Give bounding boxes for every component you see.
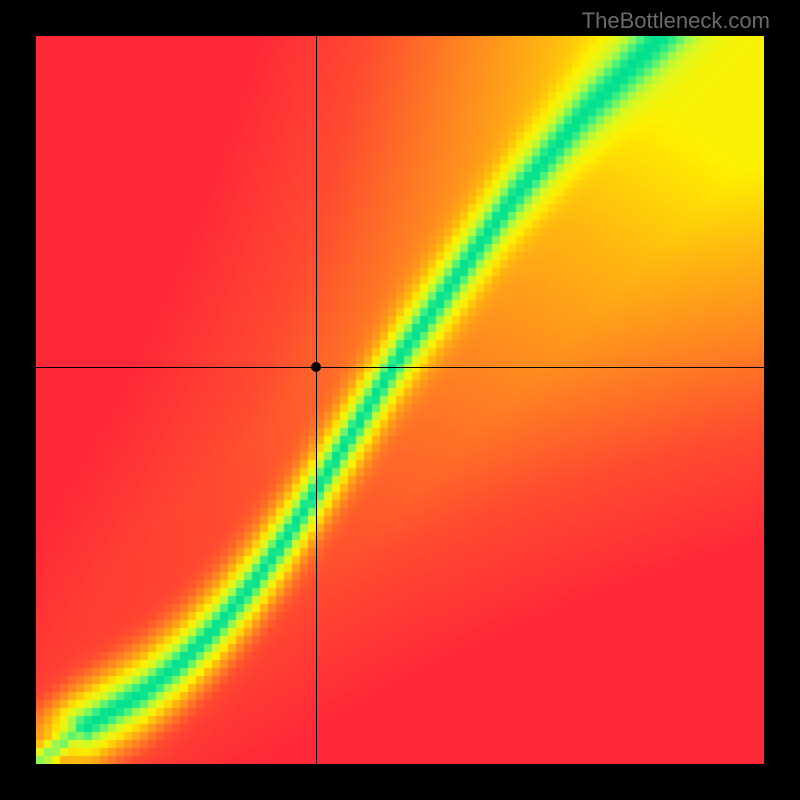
crosshair-horizontal — [36, 367, 764, 368]
bottleneck-heatmap — [36, 36, 764, 764]
marker-dot — [311, 362, 321, 372]
heatmap-canvas — [36, 36, 764, 764]
crosshair-vertical — [316, 36, 317, 764]
watermark-text: TheBottleneck.com — [582, 8, 770, 34]
